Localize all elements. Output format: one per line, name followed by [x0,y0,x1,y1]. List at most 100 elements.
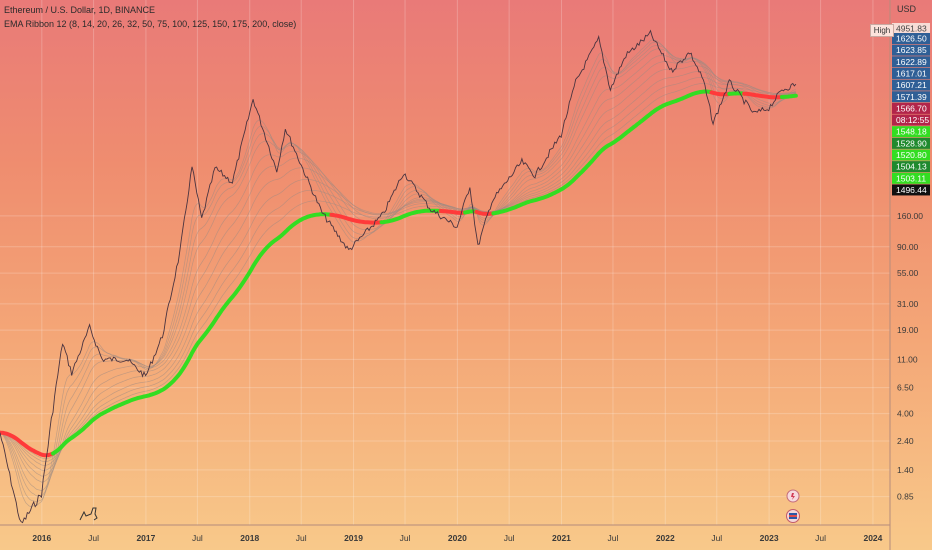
price-badge-bg [892,44,930,56]
price-badge-bg [892,33,930,44]
grid [0,0,890,525]
ema-line [0,42,797,503]
x-tick-label: Jul [400,533,411,543]
ema-line [0,48,797,492]
price-badge-label: 1623.85 [896,45,927,55]
price-badge-label: 1622.89 [896,57,927,67]
price-badge-bg [892,126,930,138]
x-tick-label: 2023 [760,533,779,543]
price-badge-label: 1548.18 [896,127,927,137]
price-badge-bg [892,23,930,34]
ema-200-line [727,91,747,96]
price-badge: 1548.18 [892,126,930,138]
y-tick-label: 4.00 [897,409,914,419]
y-tick-label: 1.40 [897,465,914,475]
price-badge-label: 1503.11 [896,173,926,183]
x-tick-label: 2019 [344,533,363,543]
currency-label: USD [896,4,916,14]
price-badge-bg [892,149,930,161]
price-badge-label: 1626.50 [896,34,927,44]
x-tick-label: 2016 [32,533,51,543]
x-tick-label: Jul [88,533,99,543]
horse-icon [79,507,98,521]
price-badge-bg [892,67,930,79]
y-tick-label: 31.00 [897,299,919,309]
ema-line [0,71,796,466]
ema-200-line [329,212,384,225]
price-badge-bg [892,161,930,173]
ema-200-line [779,93,798,99]
price-badge-label: 1607.21 [896,80,927,90]
ema-200-line [709,90,732,97]
price-badge-label: 08:12:55 [896,115,929,125]
x-axis: 2016 Jul 2017 Jul 2018 Jul 2019 Jul 2020 Jul 2021 J… [0,524,890,543]
price-line-layer [0,29,797,524]
y-tick-label: 19.00 [897,325,919,335]
price-badge: 1566.70 [892,102,930,114]
ema-line [0,44,797,497]
x-tick-label: 2020 [448,533,467,543]
x-tick-label: 2021 [552,533,571,543]
y-tick-label: 160.00 [897,211,923,221]
price-badge: 1617.01 [892,67,930,79]
y-axis[interactable]: 160.00 90.00 55.00 31.00 19.00 11.00 6.50 4.00 2… [889,0,923,550]
price-badge-bg [892,114,930,126]
price-badge-bg [892,79,930,91]
price-badge-bg [892,172,930,184]
y-tick-label: 90.00 [897,242,919,252]
x-tick-label: 2022 [656,533,675,543]
price-badge-label: 1528.90 [896,138,927,148]
price-badge-label: 1520.80 [896,150,927,160]
ema-line [0,77,796,462]
price-badge: 1504.13 [892,161,930,173]
price-badge: 1520.80 [892,149,930,161]
ema-line [0,55,797,483]
price-line[interactable] [0,29,797,524]
x-tick-label: Jul [608,533,619,543]
earnings-flag-icon[interactable] [786,509,800,523]
y-tick-label: 2.40 [897,436,914,446]
price-badge: 1622.89 [892,56,930,68]
price-badge: 1571.39 [892,91,930,103]
ema-line [0,65,796,471]
x-tick-label: Jul [815,533,826,543]
price-badge: 1496.44 [892,184,930,196]
price-badge: 1503.11 [892,172,930,184]
price-badge-bg [892,137,930,149]
y-tick-label: 6.50 [897,383,914,393]
price-badge: 1626.50 [892,33,930,44]
x-tick-label: 2018 [240,533,259,543]
ema-200-line [51,212,334,456]
price-badge-bg [892,102,930,114]
event-icons[interactable] [79,489,800,523]
price-badge-bg [892,184,930,196]
price-badge: 1623.85 [892,44,930,56]
price-badge: 1528.90 [892,137,930,149]
ema-line [0,83,796,459]
ema-ribbon [0,39,798,507]
x-tick-label: 2017 [136,533,155,543]
price-badge: 1607.21 [892,79,930,91]
symbol-title[interactable]: Ethereum / U.S. Dollar, 1D, BINANCE [4,5,156,15]
price-badge-label: 1571.39 [896,92,927,102]
price-badge-bg [892,56,930,68]
y-tick-label: 0.85 [897,492,914,502]
price-badge: 08:12:55 [892,114,930,126]
ema-200-line [491,89,714,216]
price-badge: 4951.83 [892,23,930,34]
price-badge-label: 1496.44 [896,185,927,195]
price-badge-label: 4951.83 [896,24,927,34]
indicator-legend[interactable]: EMA Ribbon 12 (8, 14, 20, 26, 32, 50, 75… [4,19,297,29]
price-badge-label: 1566.70 [896,103,927,113]
price-badge-bg [892,91,930,103]
x-tick-label: Jul [296,533,307,543]
high-label: High [870,24,894,37]
ema-200-line [474,209,496,216]
ema-line [0,61,796,477]
dividend-icon[interactable] [786,489,800,503]
x-tick-label: Jul [711,533,722,543]
x-tick-label: Jul [192,533,203,543]
